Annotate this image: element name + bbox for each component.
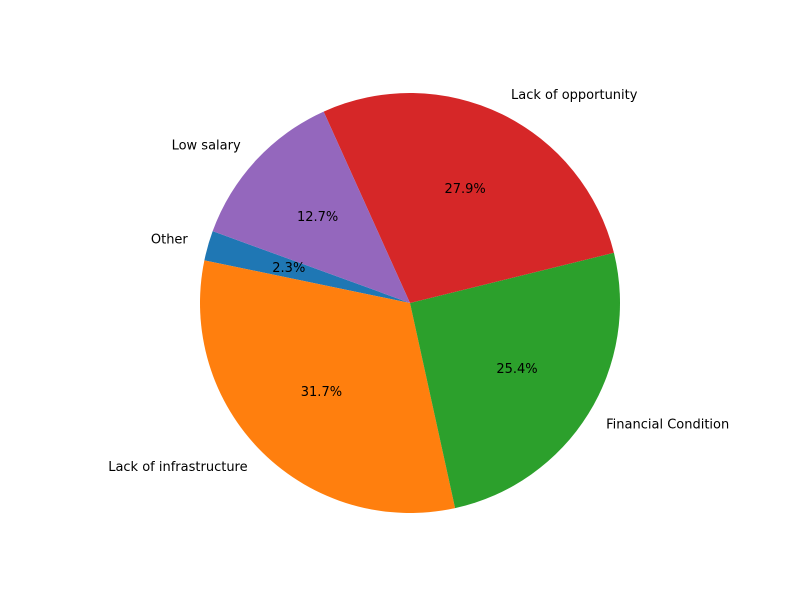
slice-pct-label-other: 2.3%	[272, 261, 305, 276]
slice-pct-label-lack-of-infrastructure: 31.7%	[301, 385, 342, 400]
pie-slice-low-salary	[212, 111, 410, 303]
slice-label-lack-of-opportunity: Lack of opportunity	[511, 88, 638, 103]
pie-slice-lack-of-infrastructure	[200, 260, 456, 513]
slice-label-financial-condition: Financial Condition	[606, 418, 729, 433]
pie-slice-other	[204, 231, 410, 303]
pie-slice-financial-condition	[410, 252, 620, 509]
slice-label-lack-of-infrastructure: Lack of infrastructure	[108, 460, 247, 475]
labels-layer: Other 2.3% Lack of infrastructure 31.7% Fina…	[108, 88, 729, 475]
slice-pct-label-financial-condition: 25.4%	[496, 362, 537, 377]
slice-label-low-salary: Low salary	[172, 138, 241, 153]
pie-slice-lack-of-opportunity	[323, 92, 614, 303]
slice-label-other: Other	[151, 232, 189, 247]
slices-layer	[200, 92, 620, 513]
slice-pct-label-lack-of-opportunity: 27.9%	[444, 182, 485, 197]
slice-pct-label-low-salary: 12.7%	[297, 210, 338, 225]
